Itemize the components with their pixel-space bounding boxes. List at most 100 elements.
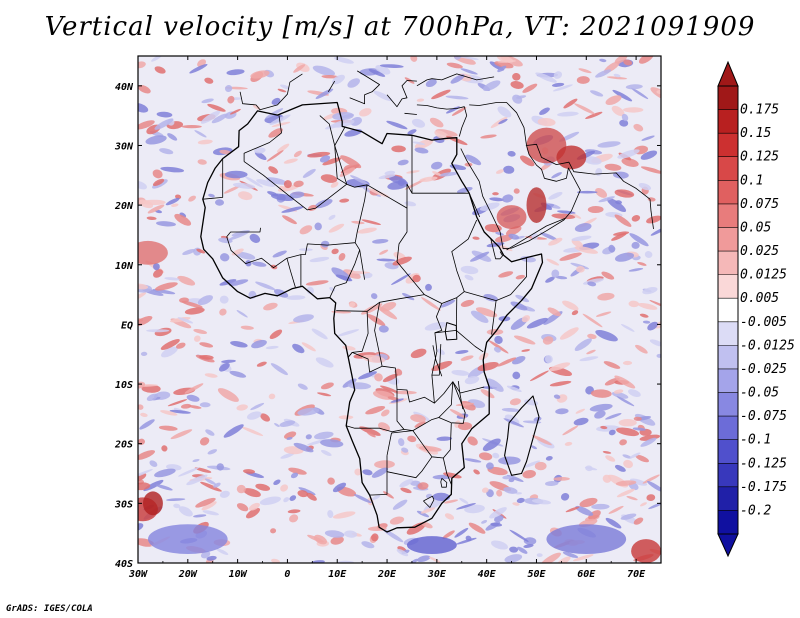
field-cell [479,202,500,211]
field-cell [442,530,455,539]
field-cell [616,396,635,407]
field-cell [545,276,555,283]
field-cell [302,168,316,178]
field-cell [438,172,459,177]
field-cell [482,438,501,452]
field-cell [407,129,417,135]
colorbar-segment [718,156,738,181]
country-border [423,495,435,508]
field-cell [623,107,644,113]
field-cell [386,120,408,130]
field-cell [256,179,276,187]
field-cell [138,450,156,460]
field-cell [161,346,178,358]
field-cell [347,78,360,88]
field-cell [579,497,598,508]
field-cell [279,420,296,427]
field-cell [268,166,279,174]
field-cell [270,363,288,376]
field-cell [392,256,412,266]
colorbar-label: -0.005 [740,315,787,330]
field-cell [138,120,155,130]
field-cell [590,90,604,97]
field-cell [562,425,579,436]
field-cell [496,357,517,367]
field-cell [475,307,498,318]
field-cell [306,492,317,501]
field-cell [502,475,513,480]
field-cell [467,436,478,446]
field-cell [321,74,339,79]
country-border [374,302,443,404]
field-cell [457,422,473,431]
field-cell [331,248,339,255]
field-cell [632,427,646,431]
field-cell [455,402,475,407]
field-cell [197,139,213,145]
field-cell [464,458,482,463]
field-cell [180,403,192,409]
field-cell [481,520,488,524]
field-cell [265,345,279,350]
field-cell [578,68,592,74]
field-cell [517,546,528,554]
field-cell [612,89,633,102]
field-cell [293,314,314,323]
field-cell [272,250,287,258]
field-cell [297,407,320,416]
field-cell [523,544,534,548]
field-cell [240,325,254,330]
field-cell [492,192,499,196]
field-cell [522,83,538,93]
field-cell [503,418,524,428]
field-cell [177,317,194,324]
field-cell [552,84,573,92]
field-feature [406,536,457,555]
field-cell [640,502,647,507]
field-cell [343,269,361,279]
field-cell [562,551,579,558]
field-cell [470,251,490,262]
field-cell [176,342,186,349]
colorbar-label: 0.125 [740,150,779,165]
field-cell [152,169,163,179]
field-cell [613,73,621,78]
field-cell [597,292,615,301]
x-tick-label: 50E [527,569,546,580]
y-tick-label: 30N [114,141,134,152]
field-cell [431,161,443,170]
italy-coast [349,70,380,105]
field-cell [575,408,586,414]
field-cell [478,452,493,461]
field-cell [410,348,427,359]
field-cell [387,180,409,190]
field-cell [587,281,597,287]
field-cell [487,466,508,476]
field-cell [184,307,205,315]
crete [404,112,417,115]
iberia-coast [239,73,303,111]
field-cell [263,302,278,311]
field-cell [410,480,421,486]
colorbar-segment [718,416,738,440]
field-cell [269,114,291,125]
field-cell [140,412,148,418]
field-cell [366,431,376,438]
field-cell [629,452,641,459]
field-cell [470,310,489,324]
field-cell [350,116,362,126]
colorbar-label: -0.025 [740,362,787,377]
field-cell [182,249,196,255]
field-cell [167,133,178,141]
field-cell [186,474,208,486]
colorbar-label: 0.005 [740,291,779,306]
field-cell [223,185,241,194]
field-cell [236,404,248,411]
field-cell [221,359,236,364]
field-cell [549,362,571,371]
field-cell [575,505,594,516]
field-cell [559,252,582,261]
field-cell [625,84,643,90]
field-cell [524,460,541,468]
colorbar-segment [718,251,738,275]
